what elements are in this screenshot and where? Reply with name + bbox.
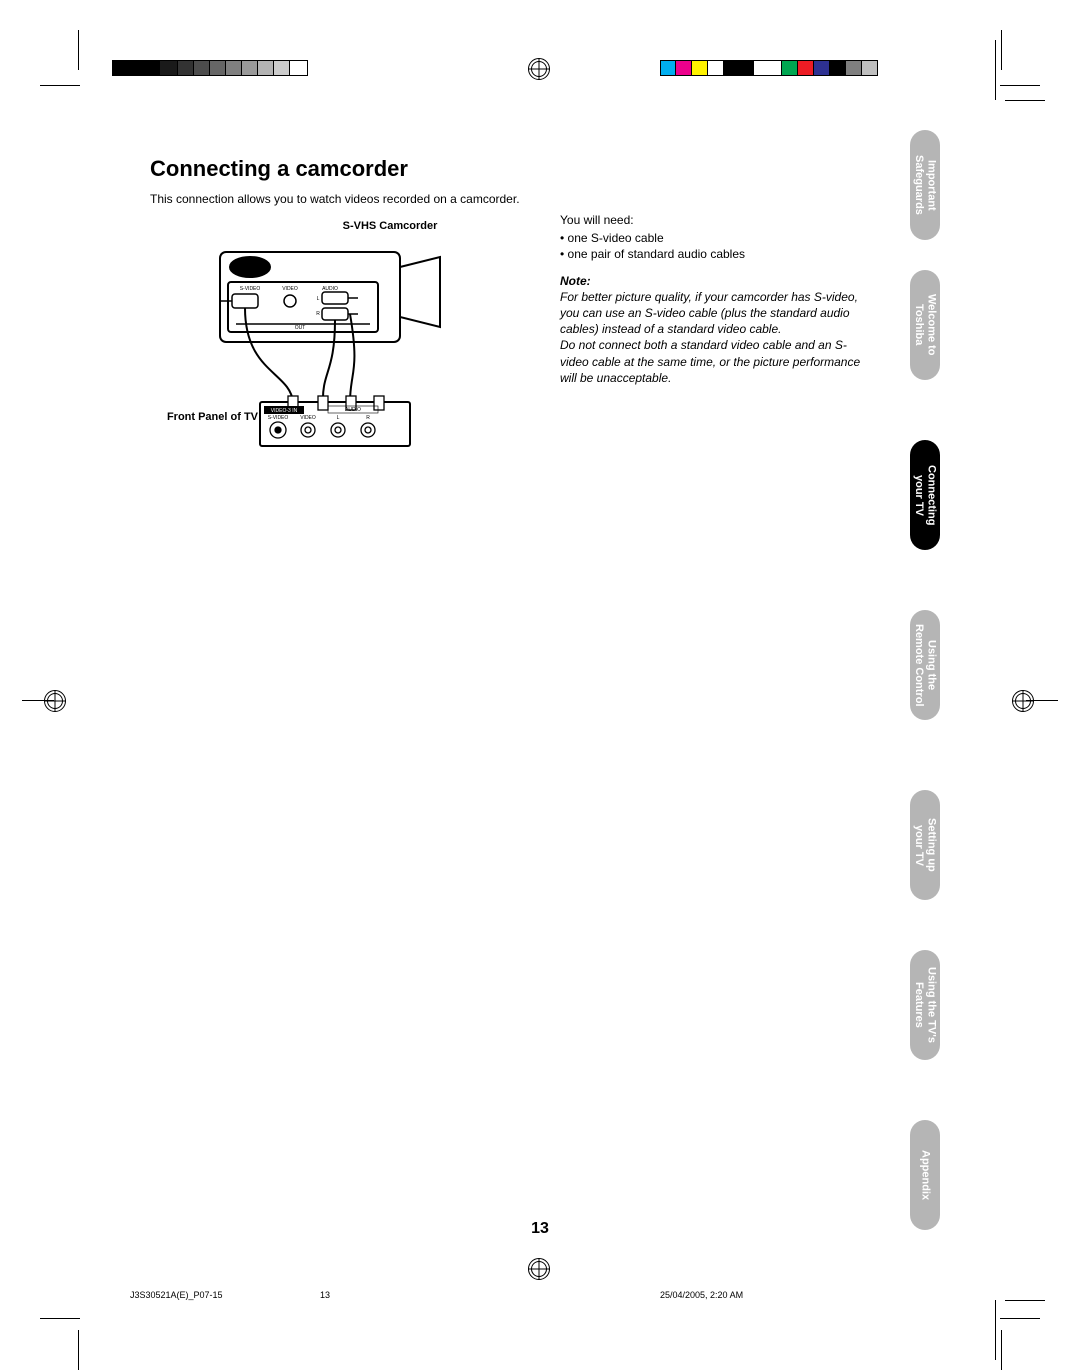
section-tab-label: Using the Remote Control <box>912 624 937 707</box>
svg-text:L: L <box>317 296 320 302</box>
footer-page: 13 <box>320 1290 330 1300</box>
svg-text:OUT: OUT <box>295 325 306 331</box>
color-swatch <box>708 60 724 76</box>
diagram-column: S-VHS Camcorder S-VIDEO VID <box>150 212 530 423</box>
svg-text:AUDIO: AUDIO <box>322 286 338 292</box>
svg-text:AUDIO: AUDIO <box>345 407 361 413</box>
color-swatch <box>194 60 210 76</box>
crop-mark <box>1000 85 1040 86</box>
color-swatch <box>660 60 676 76</box>
color-swatch <box>160 60 178 76</box>
color-swatch <box>136 60 160 76</box>
frame-line <box>1005 100 1045 101</box>
note-paragraph: For better picture quality, if your camc… <box>560 289 870 338</box>
svg-text:L: L <box>337 415 340 421</box>
section-heading: Connecting a camcorder <box>150 156 870 182</box>
section-tab-label: Setting up your TV <box>912 818 937 872</box>
you-will-need-label: You will need: <box>560 212 870 228</box>
color-swatch <box>782 60 798 76</box>
color-swatch <box>226 60 242 76</box>
svg-text:R: R <box>366 415 370 421</box>
needs-list: one S-video cable one pair of standard a… <box>560 230 870 262</box>
crop-mark <box>1001 1330 1002 1370</box>
crop-mark <box>40 1318 80 1319</box>
color-swatch <box>178 60 194 76</box>
color-swatch <box>862 60 878 76</box>
svg-text:VIDEO-3 IN: VIDEO-3 IN <box>271 408 298 414</box>
svg-text:S-VIDEO: S-VIDEO <box>268 415 289 421</box>
intro-text: This connection allows you to watch vide… <box>150 192 870 206</box>
section-tab-label: Important Safeguards <box>912 155 937 215</box>
diagram-label-camcorder: S-VHS Camcorder <box>310 220 470 232</box>
frame-line <box>1005 1300 1045 1301</box>
svg-text:VIDEO: VIDEO <box>282 286 298 292</box>
color-swatch <box>814 60 830 76</box>
svg-text:VIDEO: VIDEO <box>300 415 316 421</box>
crop-mark <box>40 85 80 86</box>
section-tab-label: Connecting your TV <box>912 465 937 526</box>
color-swatch <box>754 60 782 76</box>
color-swatch <box>830 60 846 76</box>
color-swatch <box>210 60 226 76</box>
crop-mark <box>1001 30 1002 70</box>
list-item: one pair of standard audio cables <box>560 246 870 262</box>
color-swatch <box>676 60 692 76</box>
section-tab: Appendix <box>910 1120 940 1230</box>
crop-mark <box>78 30 79 70</box>
section-tab-label: Using the TV's Features <box>912 967 937 1043</box>
note-heading: Note: <box>560 273 870 289</box>
svg-text:S-VIDEO: S-VIDEO <box>240 286 261 292</box>
section-tab: Setting up your TV <box>910 790 940 900</box>
registration-mark-icon <box>528 1258 550 1280</box>
color-swatch <box>724 60 754 76</box>
color-swatch <box>798 60 814 76</box>
frame-line <box>995 1300 996 1360</box>
section-tab: Welcome to Toshiba <box>910 270 940 380</box>
crop-mark <box>1000 1318 1040 1319</box>
section-tab: Connecting your TV <box>910 440 940 550</box>
section-tab-label: Welcome to Toshiba <box>912 294 937 356</box>
crop-mark <box>78 1330 79 1370</box>
registration-mark-icon <box>1012 690 1034 712</box>
registration-mark-icon <box>528 58 550 80</box>
info-column: You will need: one S-video cable one pai… <box>560 212 870 423</box>
list-item: one S-video cable <box>560 230 870 246</box>
color-swatch <box>846 60 862 76</box>
footer-filename: J3S30521A(E)_P07-15 <box>130 1290 223 1300</box>
footer-timestamp: 25/04/2005, 2:20 AM <box>660 1290 743 1300</box>
section-tab: Important Safeguards <box>910 130 940 240</box>
color-swatch <box>112 60 136 76</box>
section-tab: Using the Remote Control <box>910 610 940 720</box>
color-swatch <box>242 60 258 76</box>
color-swatch <box>258 60 274 76</box>
connection-diagram-icon: S-VIDEO VIDEO AUDIO L R OUT <box>150 232 530 457</box>
section-tab: Using the TV's Features <box>910 950 940 1060</box>
color-swatch <box>290 60 308 76</box>
section-tab-label: Appendix <box>919 1150 932 1200</box>
color-bar-left <box>112 60 308 76</box>
color-swatch <box>274 60 290 76</box>
page-content: Connecting a camcorder This connection a… <box>150 156 870 423</box>
registration-mark-icon <box>44 690 66 712</box>
page-number: 13 <box>0 1220 1080 1238</box>
diagram-label-tv: Front Panel of TV <box>150 411 258 423</box>
color-swatch <box>692 60 708 76</box>
svg-text:R: R <box>316 311 320 317</box>
color-bar-right <box>660 60 878 76</box>
frame-line <box>995 40 996 100</box>
note-paragraph: Do not connect both a standard video cab… <box>560 337 870 386</box>
